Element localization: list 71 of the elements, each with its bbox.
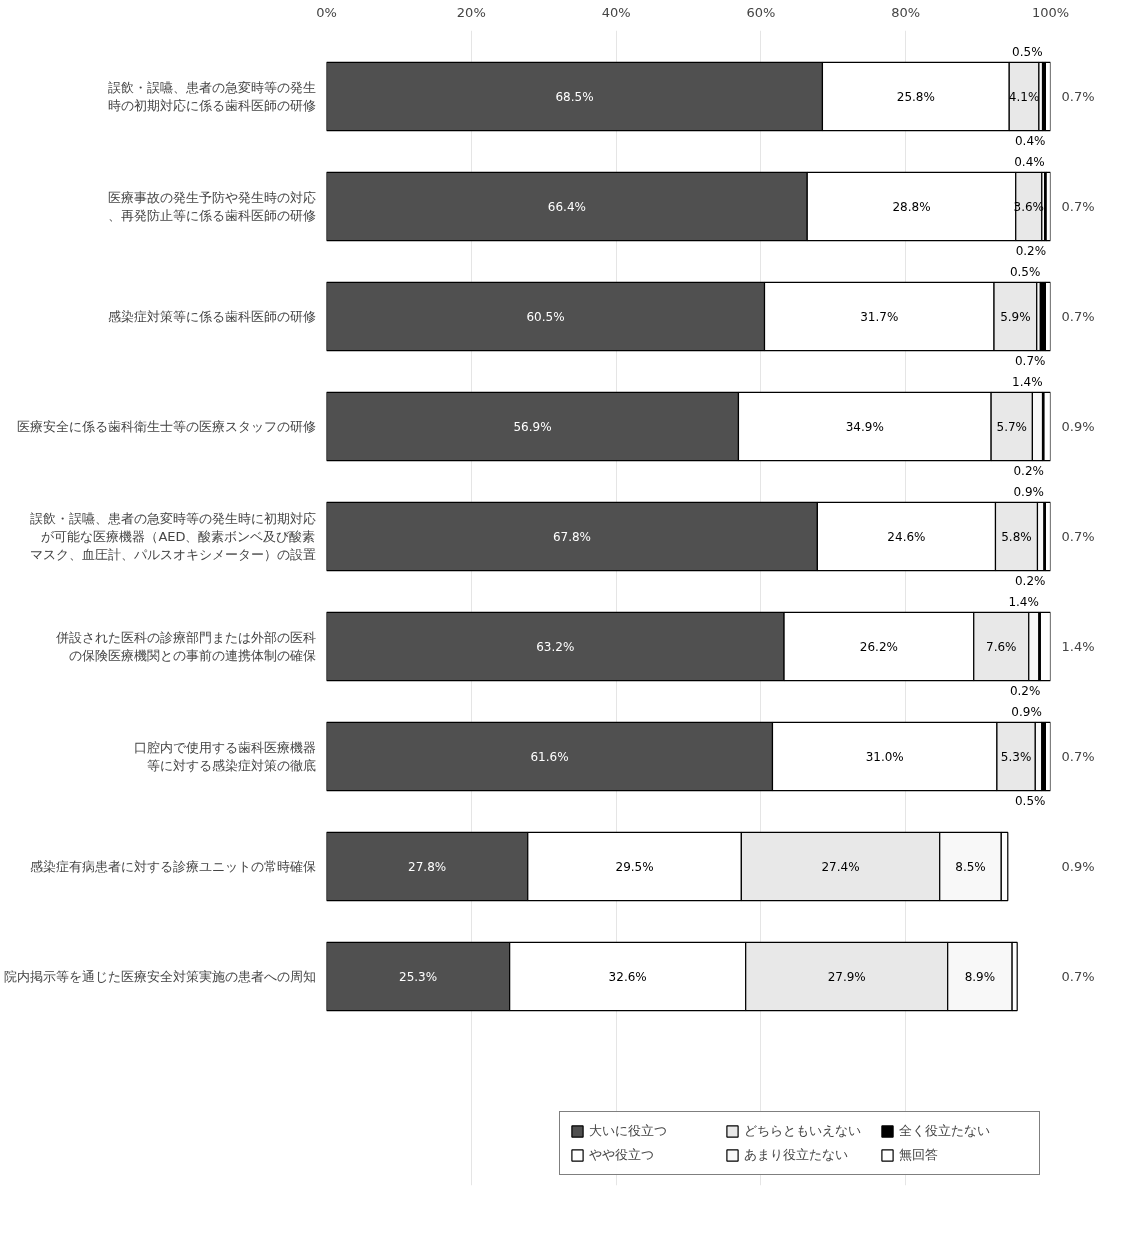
data-label: 63.2% [536,639,575,654]
data-label: 32.6% [608,969,647,984]
data-label: 0.9% [1013,485,1044,500]
legend-label: やや役立つ [589,1146,655,1164]
x-tick-label: 40% [601,4,631,20]
data-label: 1.4% [1061,639,1095,654]
data-label: 0.7% [1061,529,1095,544]
data-label: 68.5% [555,89,594,104]
data-label: 0.2% [1014,573,1046,588]
data-label: 0.7% [1061,309,1095,324]
data-label: 0.4% [1014,155,1045,170]
data-label: 0.9% [1011,705,1042,720]
data-label: 28.8% [892,199,931,214]
x-tick-label: 100% [1031,4,1070,20]
x-tick-label: 60% [746,4,776,20]
data-label: 0.7% [1061,89,1095,104]
data-label: 8.5% [955,859,986,874]
y-tick-label: 誤飲・誤嚥、患者の急変時等の発生時の初期対応に係る歯科医師の研修 [107,80,316,113]
y-tick-label: 感染症有病患者に対する診療ユニットの常時確保 [29,859,316,874]
x-tick-label: 80% [891,4,921,20]
legend-label: どちらともいえない [744,1122,862,1140]
data-label: 8.9% [964,969,996,984]
data-label: 5.3% [1000,749,1032,764]
data-label: 5.8% [1001,529,1032,544]
data-label: 34.9% [845,419,884,434]
data-label: 0.7% [1061,969,1095,984]
data-label: 27.9% [827,969,866,984]
data-label: 0.7% [1061,199,1095,214]
data-label: 31.0% [865,749,904,764]
data-label: 60.5% [526,309,565,324]
y-tick-label: 口腔内で使用する歯科医療機器等に対する感染症対策の徹底 [133,740,316,773]
data-label: 0.2% [1013,463,1044,478]
data-label: 0.2% [1009,683,1041,698]
data-label: 5.7% [996,419,1028,434]
data-label: 26.2% [859,639,898,654]
data-label: 0.9% [1061,859,1095,874]
data-label: 67.8% [552,529,591,544]
data-label: 0.5% [1009,265,1041,280]
data-label: 5.9% [1000,309,1031,324]
data-label: 24.6% [887,529,926,544]
data-label: 1.4% [1012,375,1043,390]
data-label: 25.8% [896,89,935,104]
x-tick-label: 0% [316,4,337,20]
data-label: 25.3% [399,969,438,984]
data-label: 29.5% [615,859,654,874]
data-label: 31.7% [860,309,899,324]
y-tick-label: 併設された医科の診療部門または外部の医科の保険医療機関との事前の連携体制の確保 [54,630,316,663]
data-label: 61.6% [530,749,569,764]
data-label: 1.4% [1008,595,1039,610]
data-label: 27.8% [408,859,447,874]
data-label: 27.4% [821,859,860,874]
y-tick-label: 誤飲・誤嚥、患者の急変時等の発生時に初期対応が可能な医療機器（AED、酸素ボンベ及び酸素マスク、血圧計、パルスオキシメーター）の設置 [29,511,316,562]
y-tick-label: 院内掲示等を通じた医療安全対策実施の患者への周知 [3,969,316,984]
x-tick-label: 20% [456,4,486,20]
y-tick-label: 感染症対策等に係る歯科医師の研修 [107,309,316,324]
legend-label: あまり役立たない [744,1146,849,1164]
legend-label: 大いに役立つ [589,1122,668,1140]
data-label: 56.9% [513,419,552,434]
y-tick-label: 医療安全に係る歯科衛生士等の医療スタッフの研修 [16,419,316,434]
data-label: 0.5% [1012,45,1043,60]
data-label: 0.2% [1015,243,1047,258]
data-label: 0.9% [1061,419,1095,434]
data-label: 0.7% [1061,749,1095,764]
legend-label: 無回答 [899,1146,939,1164]
data-label: 66.4% [547,199,586,214]
data-label: 0.5% [1014,793,1046,808]
legend-label: 全く役立たない [899,1122,991,1140]
data-label: 0.7% [1014,353,1046,368]
data-label: 7.6% [986,639,1017,654]
data-label: 0.4% [1014,133,1046,148]
y-tick-label: 医療事故の発生予防や発生時の対応、再発防止等に係る歯科医師の研修 [107,190,316,223]
